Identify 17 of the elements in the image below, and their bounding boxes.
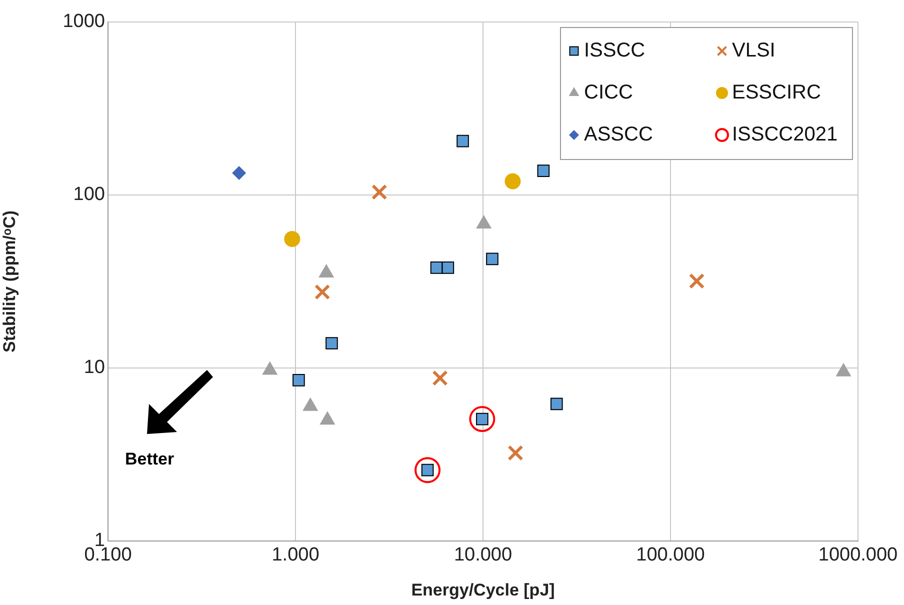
y-tick-label: 10 <box>84 357 105 378</box>
x-tick-label: 1000.000 <box>818 544 898 566</box>
x-tick-label: 10.000 <box>454 544 512 566</box>
annotation: Better <box>125 450 175 469</box>
legend-label: ESSCIRC <box>732 82 821 104</box>
legend-label: VLSI <box>732 40 776 62</box>
x-axis-title: Energy/Cycle [pJ] <box>411 580 555 600</box>
y-tick-label: 1000 <box>62 11 105 32</box>
legend-label: ISSCC2021 <box>732 124 838 146</box>
x-tick-label: 100.000 <box>636 544 705 566</box>
legend-label: CICC <box>584 82 633 104</box>
x-tick-label: 0.100 <box>84 544 132 566</box>
legend-label: ISSCC <box>584 40 646 62</box>
legend-label: ASSCC <box>584 124 653 146</box>
x-tick-label: 1.000 <box>272 544 320 566</box>
y-axis-title: Stability (ppm/ᵒC) <box>0 210 19 353</box>
y-tick-label: 100 <box>73 184 105 206</box>
